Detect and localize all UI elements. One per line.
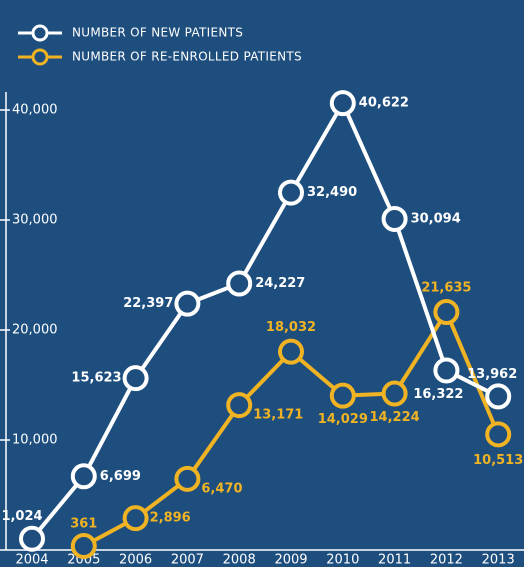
- data-point: [329, 382, 356, 409]
- x-tick-label: 2006: [119, 553, 152, 567]
- data-point: [329, 90, 356, 117]
- data-label: 13,171: [253, 408, 303, 423]
- data-point: [485, 421, 512, 448]
- data-point: [485, 383, 512, 410]
- x-tick-label: 2010: [326, 553, 359, 567]
- data-label: 22,397: [123, 296, 173, 311]
- y-tick-label: 10,000: [12, 433, 58, 448]
- y-tick-label: 20,000: [12, 323, 58, 338]
- x-tick-label: 2007: [171, 553, 204, 567]
- legend-label: NUMBER OF NEW PATIENTS: [72, 26, 243, 40]
- data-label: 13,962: [467, 367, 517, 382]
- data-label: 6,470: [201, 481, 242, 496]
- x-tick-label: 2012: [430, 553, 463, 567]
- data-label: 361: [70, 517, 97, 532]
- y-tick-label: 30,000: [12, 213, 58, 228]
- data-point: [433, 357, 460, 384]
- data-label: 14,029: [318, 412, 368, 427]
- legend-marker: [31, 24, 49, 42]
- data-label: 32,490: [307, 185, 357, 200]
- legend-marker: [31, 48, 49, 66]
- x-tick-label: 2011: [378, 553, 411, 567]
- data-label: 14,224: [370, 410, 420, 425]
- data-point: [433, 299, 460, 326]
- data-label: 24,227: [255, 276, 305, 291]
- data-label: 21,635: [421, 281, 471, 296]
- data-point: [278, 179, 304, 206]
- data-point: [70, 533, 97, 560]
- data-point: [122, 365, 149, 392]
- data-point: [381, 380, 408, 407]
- series-line: [30, 101, 500, 541]
- data-label: 2,896: [150, 511, 191, 526]
- data-label: 6,699: [100, 469, 141, 484]
- data-label: 15,623: [71, 371, 121, 386]
- data-label: 30,094: [411, 211, 461, 226]
- x-tick-label: 2004: [15, 553, 48, 567]
- x-tick-label: 2008: [223, 553, 256, 567]
- data-point: [381, 205, 408, 232]
- data-label: 10,513: [473, 453, 523, 468]
- data-point: [19, 525, 45, 552]
- data-label: 18,032: [266, 320, 316, 335]
- data-point: [70, 463, 97, 490]
- y-tick-label: 40,000: [12, 103, 58, 118]
- data-point: [122, 505, 149, 532]
- data-point: [226, 270, 253, 297]
- x-tick-label: 2013: [482, 553, 515, 567]
- data-point: [174, 290, 201, 317]
- x-tick-label: 2005: [67, 553, 100, 567]
- data-label: 1,024: [1, 509, 42, 524]
- data-point: [278, 338, 304, 365]
- data-point: [174, 465, 201, 492]
- legend-label: NUMBER OF RE-ENROLLED PATIENTS: [72, 50, 302, 64]
- data-label: 40,622: [359, 96, 409, 111]
- x-tick-label: 2009: [274, 553, 307, 567]
- data-label: 16,322: [413, 387, 463, 402]
- data-point: [226, 392, 253, 419]
